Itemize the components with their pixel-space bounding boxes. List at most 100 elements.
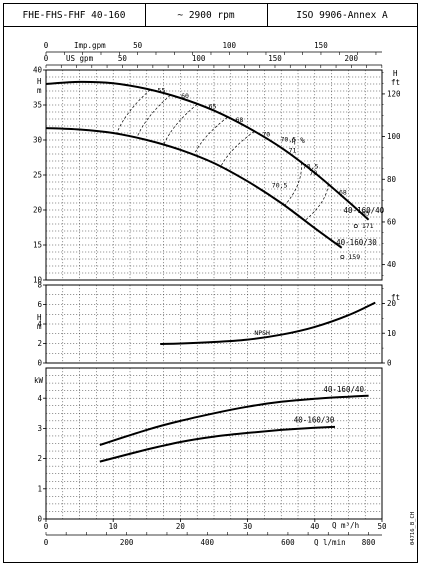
- x-tick-label: 0: [44, 522, 49, 531]
- top-imp-tick-label: 50: [133, 41, 143, 50]
- y-right-tick-label: 120: [387, 90, 401, 99]
- top-us-tick-label: 200: [345, 54, 359, 63]
- x-tick-label: 20: [176, 522, 186, 531]
- y-tick-label: 1: [37, 484, 42, 493]
- efficiency-label: 68: [339, 189, 347, 197]
- y-right-tick-label: 0: [387, 359, 392, 368]
- efficiency-arc-right: [304, 184, 329, 221]
- impeller-label-171: 171: [362, 222, 374, 230]
- top-imp-tick-label: 0: [44, 41, 49, 50]
- impeller-marker-171: [353, 224, 358, 229]
- efficiency-label: 60: [181, 92, 189, 100]
- x-tick-label: 50: [377, 522, 387, 531]
- top-us-axis-label: US gpm: [66, 54, 94, 63]
- head-curve-40-160-30: [45, 127, 343, 249]
- header-speed: ~ 2900 rpm: [177, 10, 234, 21]
- top-us-tick-label: 150: [268, 54, 282, 63]
- lmin-tick-label: 400: [201, 538, 215, 547]
- efficiency-arc-left: [136, 95, 171, 139]
- header-standard: ISO 9906-Annex A: [296, 10, 388, 21]
- npsh-curve: [160, 301, 376, 345]
- efficiency-label: 70,5: [303, 163, 319, 171]
- power-series-label-40-160-40: 40-160/40: [323, 385, 364, 394]
- y-tick-label: 4: [37, 394, 42, 403]
- x-tick-label: 30: [243, 522, 253, 531]
- y-tick-label: 8: [37, 281, 42, 290]
- top-imp-axis-label: Imp.gpm: [74, 41, 106, 50]
- head-left-axis-label-h: H: [37, 77, 42, 86]
- y-tick-label: 2: [37, 454, 42, 463]
- head-right-axis-label-ft: ft: [391, 78, 400, 87]
- y-right-tick-label: 40: [387, 260, 397, 269]
- efficiency-label: 70,5: [272, 182, 288, 190]
- y-tick-label: 0: [37, 515, 42, 524]
- lmin-tick-label: 600: [281, 538, 295, 547]
- y-tick-label: 30: [33, 136, 43, 145]
- x-tick-label: 40: [310, 522, 320, 531]
- bottom-q-m3h-label: Q m³/h: [332, 521, 359, 530]
- impeller-label-159: 159: [348, 253, 360, 261]
- efficiency-arc-left: [116, 89, 151, 134]
- x-tick-label: 10: [109, 522, 119, 531]
- y-tick-label: 10: [33, 276, 43, 285]
- efficiency-label: 71: [289, 147, 297, 155]
- y-tick-label: 25: [33, 171, 42, 180]
- series-label-40-160-30: 40-160/30: [336, 238, 377, 247]
- bottom-q-lmin-label: Q l/min: [314, 538, 346, 547]
- head-right-axis-label-h: H: [393, 69, 398, 78]
- top-us-tick-label: 100: [192, 54, 206, 63]
- y-right-tick-label: 10: [387, 329, 397, 338]
- lmin-tick-label: 800: [362, 538, 376, 547]
- y-tick-label: 2: [37, 339, 42, 348]
- top-imp-tick-label: 100: [223, 41, 237, 50]
- y-tick-label: 20: [33, 206, 43, 215]
- efficiency-label: 70: [262, 131, 270, 139]
- lmin-tick-label: 200: [120, 538, 134, 547]
- efficiency-arc-left: [193, 117, 228, 156]
- efficiency-label: 55: [158, 86, 166, 94]
- y-tick-label: 15: [33, 241, 42, 250]
- y-right-tick-label: 80: [387, 175, 397, 184]
- top-us-tick-label: 0: [44, 54, 49, 63]
- npsh-left-axis-label-m: m: [37, 322, 42, 331]
- power-curve-40-160-40: [99, 394, 369, 446]
- header-model: FHE-FHS-FHF 40-160: [23, 10, 126, 21]
- y-tick-label: 35: [33, 101, 42, 110]
- top-imp-tick-label: 150: [314, 41, 328, 50]
- efficiency-label: 70: [309, 169, 317, 177]
- npsh-curve-label: NPSH: [254, 329, 270, 337]
- impeller-marker-159: [340, 254, 345, 259]
- power-curve-40-160-30: [99, 425, 336, 463]
- power-series-label-40-160-30: 40-160/30: [294, 416, 335, 425]
- y-right-tick-label: 20: [387, 299, 397, 308]
- head-left-axis-label-m: m: [37, 86, 42, 95]
- power-left-axis-label: kW: [34, 376, 44, 385]
- y-right-tick-label: 100: [387, 132, 401, 141]
- efficiency-symbol: η %: [291, 136, 305, 145]
- npsh-left-axis-label-h: H: [37, 313, 42, 322]
- efficiency-label: 65: [209, 103, 217, 111]
- efficiency-arc-left: [220, 131, 255, 167]
- y-tick-label: 6: [37, 300, 42, 309]
- efficiency-label: 68: [236, 116, 244, 124]
- y-right-tick-label: 60: [387, 218, 397, 227]
- npsh-panel: 0 2 4 6 8 0 10 20 NPSH: [37, 281, 396, 368]
- power-panel: 0 1 2 3 4 40-160/40 40-160/30 0 10 20 30 40 50 0 200 40…: [37, 367, 387, 547]
- series-label-40-160-40: 40-160/40: [344, 206, 385, 215]
- y-tick-label: 0: [37, 359, 42, 368]
- npsh-right-axis-label: ft: [391, 293, 400, 302]
- efficiency-arc-left: [163, 104, 198, 146]
- head-curve-40-160-40: [45, 80, 370, 221]
- efficiency-label: 70,5: [281, 135, 297, 143]
- y-tick-label: 40: [33, 66, 43, 75]
- panel-frame: [45, 367, 383, 520]
- outer-frame: [3, 3, 418, 563]
- top-us-tick-label: 50: [118, 54, 128, 63]
- y-tick-label: 3: [37, 424, 42, 433]
- efficiency-label: 65: [362, 210, 370, 218]
- lmin-tick-label: 0: [44, 538, 49, 547]
- y-tick-label: 4: [37, 320, 42, 329]
- efficiency-arc-right: [284, 162, 302, 206]
- side-code: 04716_B_CH: [410, 512, 416, 545]
